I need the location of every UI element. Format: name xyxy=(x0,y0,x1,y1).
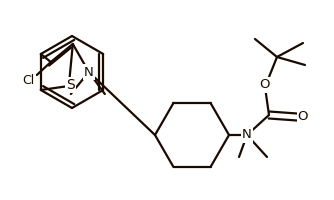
Text: N: N xyxy=(84,66,94,78)
Text: S: S xyxy=(66,78,75,92)
Text: O: O xyxy=(260,78,270,92)
Text: Cl: Cl xyxy=(23,73,35,86)
Text: N: N xyxy=(242,129,252,142)
Text: O: O xyxy=(298,110,308,123)
